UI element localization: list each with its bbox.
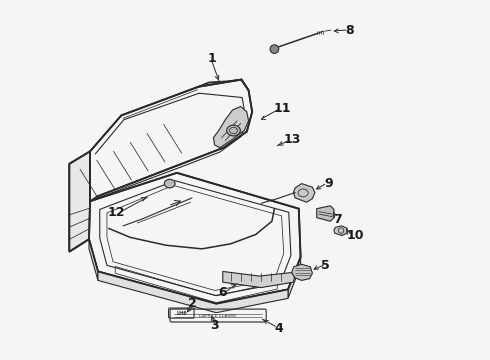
Polygon shape [288,257,300,298]
Text: 2: 2 [188,297,196,310]
Text: 7: 7 [333,213,342,226]
Text: CAPRICE CLASSIC: CAPRICE CLASSIC [199,314,237,318]
Polygon shape [223,271,294,288]
Ellipse shape [164,179,175,188]
Text: 10: 10 [347,229,364,242]
Text: 8: 8 [345,24,354,37]
Polygon shape [69,151,90,252]
Polygon shape [294,184,315,202]
Polygon shape [334,226,347,235]
Text: 13: 13 [284,132,301,145]
Text: 4: 4 [275,322,283,335]
Text: 11: 11 [274,102,292,115]
Polygon shape [90,80,252,202]
Polygon shape [292,264,313,280]
Polygon shape [89,173,300,304]
Text: 5: 5 [321,259,330,272]
Text: 1: 1 [208,52,217,65]
Text: 9: 9 [324,177,333,190]
Text: LH6: LH6 [176,311,187,316]
Ellipse shape [227,125,240,136]
Circle shape [270,45,279,53]
Polygon shape [214,107,248,148]
Polygon shape [317,206,334,221]
Text: 6: 6 [219,287,227,300]
Text: 3: 3 [210,319,219,332]
Polygon shape [89,239,98,280]
Text: 12: 12 [108,207,125,220]
Polygon shape [98,271,288,313]
